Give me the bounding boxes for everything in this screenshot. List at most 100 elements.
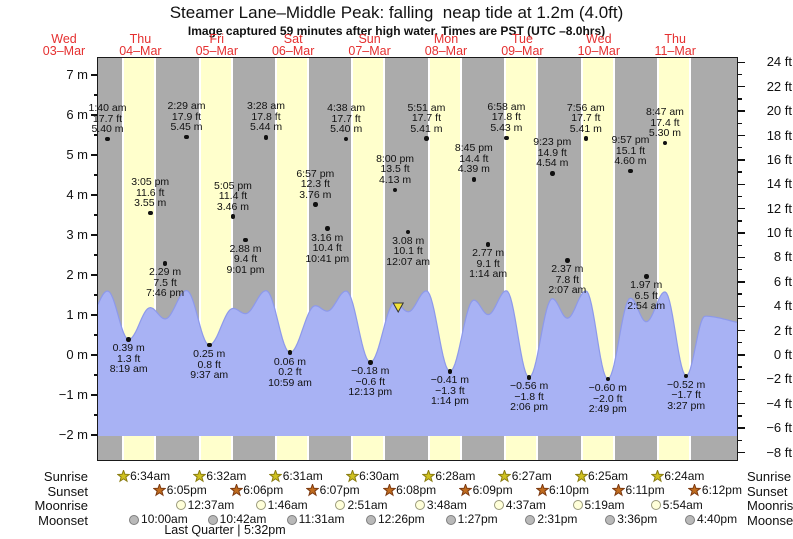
moonset-icon	[287, 515, 297, 525]
right-axis-tick	[738, 208, 745, 209]
left-axis-label: 3 m	[40, 228, 88, 242]
sunrise-icon	[117, 470, 130, 483]
sunrise-time: 6:31am	[283, 470, 323, 483]
day-date: 09–Mar	[482, 45, 562, 57]
moonset-time: 3:36pm	[617, 513, 657, 526]
sunrise-icon	[269, 470, 282, 483]
right-axis-tick	[738, 147, 742, 148]
sunrise-icon	[193, 470, 206, 483]
sunset-icon	[536, 484, 549, 497]
moonset-time: 4:40pm	[697, 513, 737, 526]
right-axis-tick	[738, 366, 742, 367]
moonset-time: 2:31pm	[537, 513, 577, 526]
left-axis-label: 4 m	[40, 188, 88, 202]
moonrise-time: 2:51am	[347, 499, 387, 512]
sunrise-icon	[498, 470, 511, 483]
right-axis-label: −4 ft	[750, 397, 792, 411]
row-label-right-sunrise: Sunrise	[747, 469, 791, 484]
right-axis-label: 6 ft	[750, 275, 792, 289]
right-axis-tick	[738, 415, 742, 416]
moonrise-icon	[176, 500, 186, 510]
left-axis-label: −2 m	[40, 428, 88, 442]
right-axis-tick	[738, 318, 742, 319]
sunset-time: 6:10pm	[549, 484, 589, 497]
sunset-time: 6:05pm	[167, 484, 207, 497]
right-axis-tick	[738, 257, 745, 258]
right-axis-label: 14 ft	[750, 177, 792, 191]
moonrise-time: 1:46am	[268, 499, 308, 512]
right-axis-tick	[738, 184, 745, 185]
right-axis-label: −6 ft	[750, 421, 792, 435]
day-date: 03–Mar	[24, 45, 104, 57]
sunset-icon	[383, 484, 396, 497]
right-axis-tick	[738, 220, 742, 221]
right-axis-label: 2 ft	[750, 324, 792, 338]
right-axis-label: 0 ft	[750, 348, 792, 362]
moonrise-time: 3:48am	[427, 499, 467, 512]
moonrise-icon	[415, 500, 425, 510]
left-axis-tick	[91, 314, 98, 315]
moonrise-time: 12:37am	[188, 499, 235, 512]
left-axis-tick	[91, 354, 98, 355]
sunrise-icon	[575, 470, 588, 483]
day-date: 06–Mar	[253, 45, 333, 57]
day-date: 08–Mar	[406, 45, 486, 57]
moonset-time: 12:26pm	[378, 513, 425, 526]
moonrise-icon	[651, 500, 661, 510]
moonrise-time: 4:37am	[506, 499, 546, 512]
right-axis-tick	[738, 232, 745, 233]
left-axis-label: 2 m	[40, 268, 88, 282]
moonset-icon	[605, 515, 615, 525]
right-axis-tick	[738, 379, 745, 380]
moonrise-icon	[494, 500, 504, 510]
sunrise-icon	[651, 470, 664, 483]
sunset-time: 6:06pm	[243, 484, 283, 497]
sunrise-time: 6:32am	[206, 470, 246, 483]
right-axis-label: 22 ft	[750, 80, 792, 94]
sunrise-time: 6:28am	[435, 470, 475, 483]
left-axis-label: 1 m	[40, 308, 88, 322]
right-axis-tick	[738, 123, 742, 124]
left-axis-label: 7 m	[40, 68, 88, 82]
moon-phase-label: Last Quarter | 5:32pm	[164, 523, 285, 537]
day-date: 05–Mar	[177, 45, 257, 57]
chart-subtitle: Image captured 59 minutes after high wat…	[0, 24, 793, 38]
tide-area	[98, 291, 737, 437]
sunrise-time: 6:24am	[664, 470, 704, 483]
day-date: 07–Mar	[330, 45, 410, 57]
right-axis-label: −8 ft	[750, 446, 792, 460]
sunrise-time: 6:27am	[512, 470, 552, 483]
right-axis-tick	[738, 159, 745, 160]
right-axis-tick	[738, 354, 745, 355]
right-axis-label: 18 ft	[750, 129, 792, 143]
sunrise-icon	[422, 470, 435, 483]
sunset-time: 6:12pm	[702, 484, 742, 497]
row-label-left-moonset: Moonset	[0, 513, 88, 528]
left-axis-tick	[91, 194, 98, 195]
row-label-right-moonrise: Moonrise	[747, 498, 793, 513]
moonrise-icon	[573, 500, 583, 510]
right-axis-tick	[738, 403, 745, 404]
sunset-icon	[612, 484, 625, 497]
right-axis-label: 4 ft	[750, 299, 792, 313]
sunset-icon	[230, 484, 243, 497]
right-axis-label: 20 ft	[750, 104, 792, 118]
left-axis-label: 0 m	[40, 348, 88, 362]
right-axis-tick	[738, 293, 742, 294]
moonrise-time: 5:54am	[663, 499, 703, 512]
right-axis-label: 10 ft	[750, 226, 792, 240]
sunrise-time: 6:30am	[359, 470, 399, 483]
right-axis-tick	[738, 330, 745, 331]
sunrise-icon	[346, 470, 359, 483]
left-axis-tick	[91, 434, 98, 435]
moonset-time: 1:27pm	[458, 513, 498, 526]
left-axis-tick	[91, 274, 98, 275]
tide-curve	[98, 58, 737, 460]
sunset-time: 6:08pm	[396, 484, 436, 497]
sunset-icon	[153, 484, 166, 497]
right-axis-tick	[738, 281, 745, 282]
left-axis-tick	[91, 234, 98, 235]
left-axis-label: 6 m	[40, 108, 88, 122]
right-axis-tick	[738, 135, 745, 136]
row-label-left-sunset: Sunset	[0, 484, 88, 499]
